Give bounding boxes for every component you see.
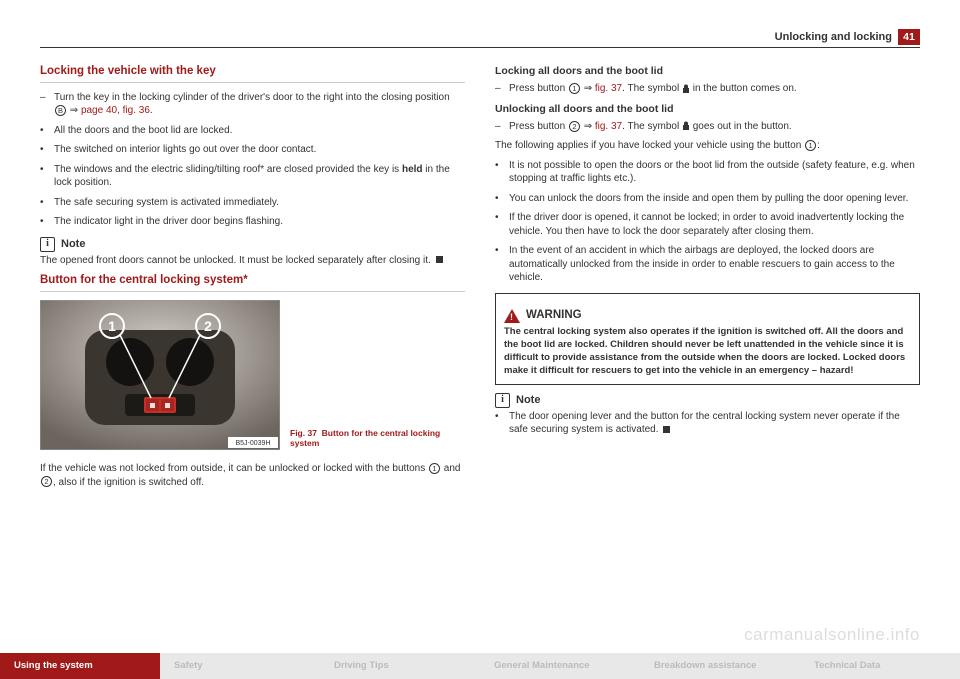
step-text: Press button 1 ⇒ fig. 37. The symbol in …: [509, 82, 797, 96]
note-text: The opened front doors cannot be unlocke…: [40, 254, 465, 268]
bullet-marker: •: [495, 159, 509, 186]
bullet-item: •It is not possible to open the doors or…: [495, 159, 920, 186]
dash-marker: –: [495, 120, 509, 134]
bullet-text: The indicator light in the driver door b…: [54, 215, 283, 229]
note-label: Note: [516, 393, 540, 408]
bullet-item: •The indicator light in the driver door …: [40, 215, 465, 229]
text: ⇒: [67, 105, 81, 116]
bullet-item: •The safe securing system is activated i…: [40, 196, 465, 210]
page-ref: page 40, fig. 36: [81, 105, 150, 116]
warning-heading: WARNING: [504, 308, 911, 324]
bullet-text: In the event of an accident in which the…: [509, 244, 920, 285]
bullet-item: •You can unlock the doors from the insid…: [495, 192, 920, 206]
dash-marker: –: [495, 82, 509, 96]
bullet-text: If the driver door is opened, it cannot …: [509, 211, 920, 238]
bullet-item: •The windows and the electric sliding/ti…: [40, 163, 465, 190]
bullet-item: •If the driver door is opened, it cannot…: [495, 211, 920, 238]
warning-text: The central locking system also operates…: [504, 326, 911, 377]
dash-marker: –: [40, 91, 54, 118]
subsection-heading: Locking all doors and the boot lid: [495, 64, 920, 78]
section-heading: Button for the central locking system*: [40, 273, 465, 292]
page-body: Unlocking and locking 41 Locking the veh…: [0, 0, 960, 495]
note-heading: i Note: [40, 237, 465, 252]
bullet-marker: •: [40, 124, 54, 138]
bullet-text: It is not possible to open the doors or …: [509, 159, 920, 186]
bullet-text: The safe securing system is activated im…: [54, 196, 279, 210]
section-heading: Locking the vehicle with the key: [40, 64, 465, 83]
bullet-text: The windows and the electric sliding/til…: [54, 163, 465, 190]
step-item: – Press button 1 ⇒ fig. 37. The symbol i…: [495, 82, 920, 96]
footer-tab-safety[interactable]: Safety: [160, 653, 320, 679]
figure: 1 2 B5J-0039H Fig. 37 Button for the cen…: [40, 300, 465, 455]
footer-tab-maintenance[interactable]: General Maintenance: [480, 653, 640, 679]
warning-box: WARNING The central locking system also …: [495, 293, 920, 385]
bullet-text: The switched on interior lights go out o…: [54, 143, 316, 157]
footer-nav: Using the system Safety Driving Tips Gen…: [0, 653, 960, 679]
figure-caption: Fig. 37 Button for the central locking s…: [290, 428, 465, 454]
step-item: – Turn the key in the locking cylinder o…: [40, 91, 465, 118]
bullet-marker: •: [495, 410, 509, 437]
left-column: Locking the vehicle with the key – Turn …: [40, 58, 465, 495]
callout-2: 2: [204, 318, 212, 334]
subsection-heading: Unlocking all doors and the boot lid: [495, 102, 920, 116]
note-label: Note: [61, 237, 85, 252]
right-column: Locking all doors and the boot lid – Pre…: [495, 58, 920, 495]
bullet-marker: •: [40, 215, 54, 229]
bullet-item: •All the doors and the boot lid are lock…: [40, 124, 465, 138]
callout-1: 1: [108, 318, 116, 334]
footer-tab-using[interactable]: Using the system: [0, 653, 160, 679]
bullet-text: You can unlock the doors from the inside…: [509, 192, 908, 206]
note-heading: i Note: [495, 393, 920, 408]
info-icon: i: [40, 237, 55, 252]
ref-circle: 2: [569, 121, 580, 132]
end-mark-icon: [663, 426, 670, 433]
fig-tag: B5J-0039H: [235, 440, 270, 447]
info-icon: i: [495, 393, 510, 408]
bullet-item: •The switched on interior lights go out …: [40, 143, 465, 157]
footer-tab-driving[interactable]: Driving Tips: [320, 653, 480, 679]
watermark: carmanualsonline.info: [744, 624, 920, 647]
page-number: 41: [898, 29, 920, 45]
bullet-marker: •: [495, 211, 509, 238]
figure-image: 1 2 B5J-0039H: [40, 300, 280, 455]
bullet-marker: •: [495, 244, 509, 285]
ref-circle: 1: [805, 140, 816, 151]
step-item: – Press button 2 ⇒ fig. 37. The symbol g…: [495, 120, 920, 134]
lock-open-icon: [682, 121, 690, 131]
lock-closed-icon: [682, 84, 690, 94]
chapter-title: Unlocking and locking: [775, 30, 892, 45]
bullet-marker: •: [40, 196, 54, 210]
bullet-marker: •: [40, 143, 54, 157]
bullet-marker: •: [40, 163, 54, 190]
ref-circle: 2: [41, 476, 52, 487]
step-text: Press button 2 ⇒ fig. 37. The symbol goe…: [509, 120, 792, 134]
warning-triangle-icon: [504, 309, 520, 323]
page-header: Unlocking and locking 41: [40, 30, 920, 48]
bullet-text: The door opening lever and the button fo…: [509, 410, 920, 437]
step-text: Turn the key in the locking cylinder of …: [54, 91, 465, 118]
ref-circle: 1: [429, 463, 440, 474]
footer-tab-technical[interactable]: Technical Data: [800, 653, 960, 679]
end-mark-icon: [436, 256, 443, 263]
fig-ref: fig. 37: [595, 83, 622, 94]
warning-label: WARNING: [526, 308, 582, 324]
text: Turn the key in the locking cylinder of …: [54, 92, 450, 103]
content-columns: Locking the vehicle with the key – Turn …: [40, 58, 920, 495]
footer-tab-breakdown[interactable]: Breakdown assistance: [640, 653, 800, 679]
ref-circle: 1: [569, 83, 580, 94]
fig-ref: fig. 37: [595, 121, 622, 132]
bullet-marker: •: [495, 192, 509, 206]
paragraph: The following applies if you have locked…: [495, 139, 920, 153]
bullet-item: •In the event of an accident in which th…: [495, 244, 920, 285]
bullet-item: •The door opening lever and the button f…: [495, 410, 920, 437]
ref-circle: B: [55, 105, 66, 116]
bullet-text: All the doors and the boot lid are locke…: [54, 124, 232, 138]
paragraph: If the vehicle was not locked from outsi…: [40, 462, 465, 489]
